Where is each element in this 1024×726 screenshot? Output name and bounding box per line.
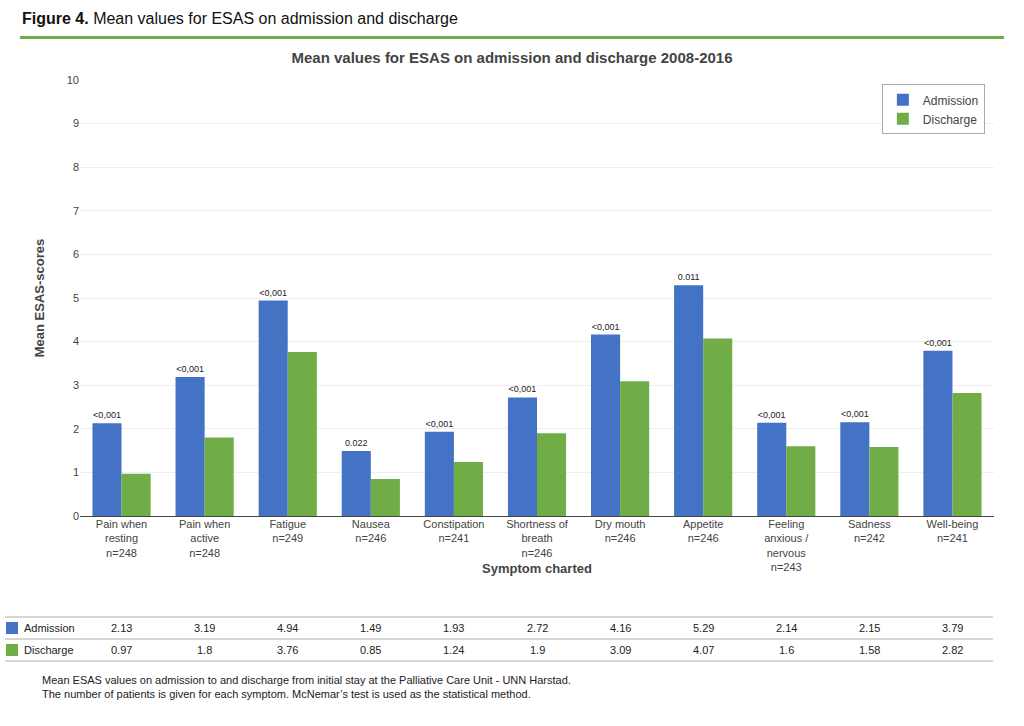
- svg-text:Fatiguen=249: Fatiguen=249: [269, 518, 306, 544]
- svg-text:Figure 4. Mean values for ESAS: Figure 4. Mean values for ESAS on admiss…: [22, 10, 458, 27]
- svg-text:Pain whenactiven=248: Pain whenactiven=248: [179, 518, 230, 559]
- svg-text:Nausean=246: Nausean=246: [352, 518, 391, 544]
- svg-text:Mean ESAS-scores: Mean ESAS-scores: [32, 239, 47, 358]
- svg-text:4: 4: [73, 335, 79, 347]
- svg-text:Admission: Admission: [923, 94, 978, 108]
- svg-text:4.07: 4.07: [693, 644, 714, 656]
- svg-text:Feelinganxious /nervousn=243: Feelinganxious /nervousn=243: [764, 518, 809, 573]
- svg-text:2.72: 2.72: [527, 622, 548, 634]
- svg-text:Mean ESAS values on admission: Mean ESAS values on admission to and dis…: [42, 674, 571, 700]
- svg-text:Appetiten=246: Appetiten=246: [683, 518, 723, 544]
- svg-text:<0,001: <0,001: [176, 364, 204, 374]
- svg-text:<0,001: <0,001: [592, 322, 620, 332]
- svg-text:3: 3: [73, 379, 79, 391]
- svg-text:Pain whenrestingn=248: Pain whenrestingn=248: [96, 518, 147, 559]
- svg-text:Discharge: Discharge: [923, 113, 977, 127]
- svg-text:Discharge: Discharge: [24, 644, 74, 656]
- svg-text:9: 9: [73, 117, 79, 129]
- svg-text:4.16: 4.16: [610, 622, 631, 634]
- svg-text:6: 6: [73, 248, 79, 260]
- svg-text:1.6: 1.6: [779, 644, 794, 656]
- svg-text:<0,001: <0,001: [758, 410, 786, 420]
- svg-text:3.79: 3.79: [942, 622, 963, 634]
- svg-text:8: 8: [73, 161, 79, 173]
- svg-text:Constipationn=241: Constipationn=241: [423, 518, 484, 544]
- svg-text:Sadnessn=242: Sadnessn=242: [848, 518, 891, 544]
- svg-text:2: 2: [73, 423, 79, 435]
- svg-text:Symptom charted: Symptom charted: [482, 561, 592, 576]
- svg-text:2.15: 2.15: [859, 622, 880, 634]
- svg-text:5: 5: [73, 292, 79, 304]
- svg-text:<0,001: <0,001: [425, 419, 453, 429]
- svg-text:4.94: 4.94: [277, 622, 298, 634]
- svg-text:0: 0: [73, 510, 79, 522]
- svg-text:2.82: 2.82: [942, 644, 963, 656]
- svg-text:0.011: 0.011: [678, 272, 700, 282]
- svg-text:2.13: 2.13: [111, 622, 132, 634]
- svg-text:2.14: 2.14: [776, 622, 797, 634]
- svg-text:0.97: 0.97: [111, 644, 132, 656]
- svg-text:1.8: 1.8: [197, 644, 212, 656]
- svg-text:0.022: 0.022: [345, 438, 368, 448]
- svg-text:5.29: 5.29: [693, 622, 714, 634]
- svg-text:<0,001: <0,001: [924, 338, 952, 348]
- svg-text:<0,001: <0,001: [93, 410, 121, 420]
- svg-text:1.9: 1.9: [530, 644, 545, 656]
- svg-text:3.76: 3.76: [277, 644, 298, 656]
- svg-text:Admission: Admission: [24, 622, 75, 634]
- svg-text:<0,001: <0,001: [259, 288, 287, 298]
- svg-text:Shortness ofbreathn=246: Shortness ofbreathn=246: [506, 518, 569, 559]
- svg-text:10: 10: [67, 74, 79, 86]
- svg-text:1.93: 1.93: [443, 622, 464, 634]
- svg-text:7: 7: [73, 205, 79, 217]
- svg-text:1.24: 1.24: [443, 644, 464, 656]
- svg-text:<0,001: <0,001: [841, 409, 869, 419]
- svg-text:1.49: 1.49: [360, 622, 381, 634]
- svg-text:1: 1: [73, 466, 79, 478]
- svg-text:<0,001: <0,001: [509, 384, 537, 394]
- svg-text:0.85: 0.85: [360, 644, 381, 656]
- svg-text:3.09: 3.09: [610, 644, 631, 656]
- svg-text:3.19: 3.19: [194, 622, 215, 634]
- svg-text:Mean values for ESAS on admiss: Mean values for ESAS on admission and di…: [292, 49, 733, 66]
- svg-text:1.58: 1.58: [859, 644, 880, 656]
- svg-text:Dry mouthn=246: Dry mouthn=246: [595, 518, 646, 544]
- svg-text:Well-beingn=241: Well-beingn=241: [927, 518, 979, 544]
